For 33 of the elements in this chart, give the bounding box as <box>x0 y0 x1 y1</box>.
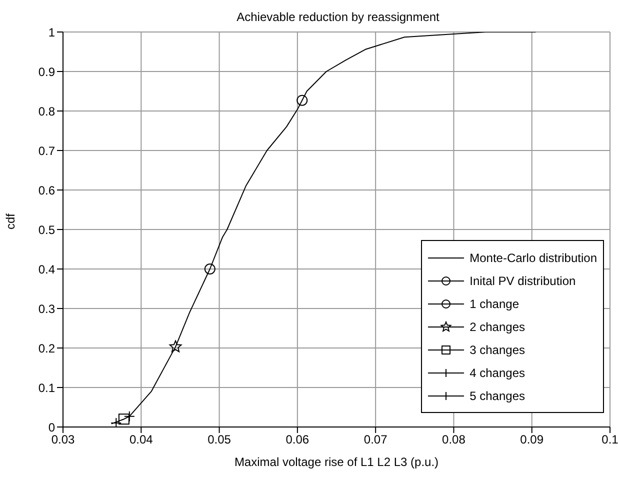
y-tick-label: 0.1 <box>38 380 56 395</box>
x-tick-label: 0.08 <box>442 432 466 447</box>
x-tick-label: 0.1 <box>602 432 618 447</box>
x-tick-label: 0.09 <box>520 432 544 447</box>
legend-label: Monte-Carlo distribution <box>470 250 597 264</box>
legend-label: 5 changes <box>470 388 525 402</box>
chart-title: Achievable reduction by reassignment <box>236 10 440 24</box>
point <box>204 264 216 274</box>
y-tick-label: 1 <box>48 25 56 40</box>
legend-label: 3 changes <box>470 342 525 356</box>
x-tick-label: 0.04 <box>129 432 154 447</box>
legend-label: 4 changes <box>470 366 525 380</box>
legend-label: 1 change <box>470 296 519 310</box>
y-tick-label: 0.7 <box>38 144 56 158</box>
point <box>296 94 308 106</box>
legend-label: Inital PV distribution <box>470 274 576 288</box>
y-tick-label: 0.6 <box>38 183 56 198</box>
y-tick-label: 0.3 <box>38 302 56 316</box>
y-tick-label: 0 <box>48 420 56 434</box>
x-axis-title: Maximal voltage rise of L1 L2 L3 (p.u.) <box>234 455 439 469</box>
y-axis-title: cdf <box>3 212 18 230</box>
point <box>118 414 130 425</box>
x-tick-label: 0.07 <box>364 432 388 447</box>
point <box>169 340 182 352</box>
y-tick-label: 0.5 <box>38 222 56 237</box>
x-tick-label: 0.06 <box>286 432 310 447</box>
x-tick-label: 0.05 <box>208 432 232 447</box>
y-tick-label: 0.8 <box>38 104 56 118</box>
y-tick-label: 0.2 <box>38 341 56 356</box>
x-tick-label: 0.03 <box>51 432 75 447</box>
legend-label: 2 changes <box>470 320 525 334</box>
y-tick-label: 0.4 <box>38 262 56 276</box>
y-tick-label: 0.9 <box>38 64 56 79</box>
